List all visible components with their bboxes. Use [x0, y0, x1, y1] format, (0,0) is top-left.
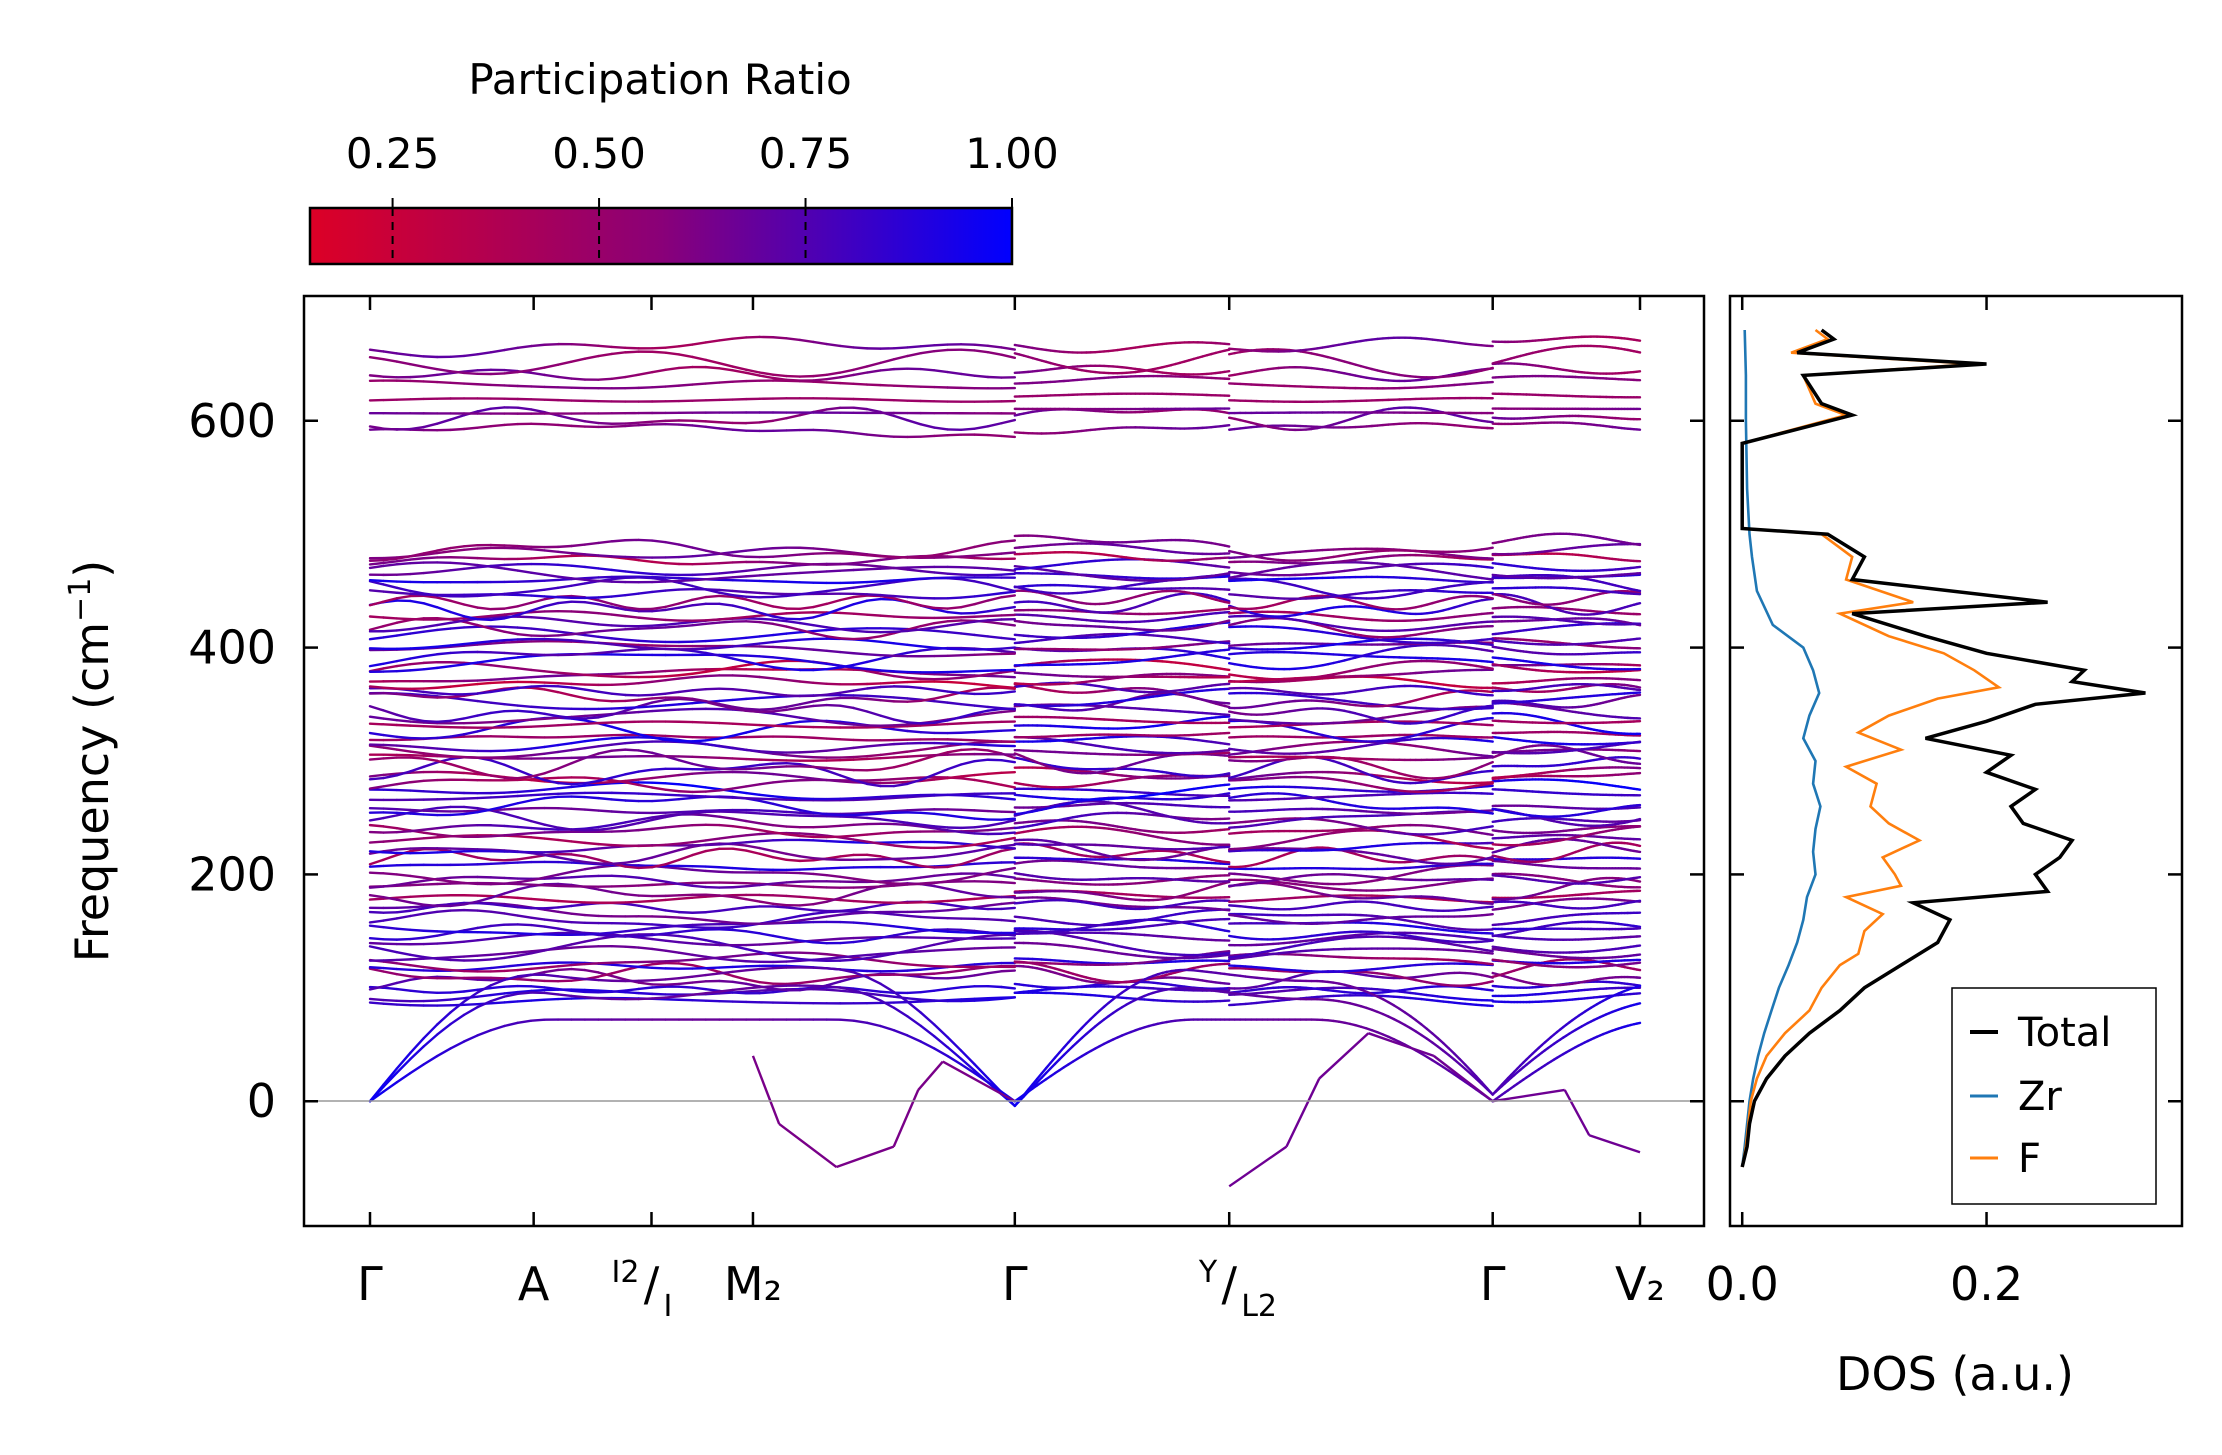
y-tick-label-3: 600: [188, 394, 276, 448]
colorbar-tick-label-3: 1.00: [965, 129, 1059, 178]
colorbar-ticks: 0.25 0.50 0.75 1.00: [346, 129, 1059, 264]
optical-band-59: [368, 589, 1642, 611]
optical-band-62: [368, 572, 1642, 585]
dos-curves: [1740, 328, 2146, 1168]
high-band-4: [368, 374, 1642, 390]
high-band-0: [368, 421, 1642, 439]
band-y-axis: 0 200 400 600: [188, 394, 1704, 1128]
optical-band-2: [368, 980, 1642, 995]
acoustic-band-2: [368, 966, 1642, 1108]
dos-axis: 0.0 0.2: [1706, 296, 2182, 1311]
legend-label-zr: Zr: [2018, 1074, 2062, 1120]
optical-band-6: [368, 950, 1642, 973]
optical-band-63: [368, 561, 1642, 584]
x-tick-label-2-slash: /: [644, 1257, 660, 1311]
optical-band-3: [368, 964, 1642, 992]
dos-line-total: [1740, 328, 2146, 1168]
optical-band-39: [368, 730, 1642, 743]
optical-band-26: [368, 811, 1642, 836]
optical-band-58: [368, 592, 1642, 622]
colorbar-tick-label-1: 0.50: [552, 129, 646, 178]
band-y-label: Frequency (cm−1): [63, 560, 119, 963]
acoustic-band-1: [368, 984, 1642, 1108]
dos-x-tick-label-0: 0.0: [1706, 1257, 1779, 1311]
x-tick-label-1: A: [518, 1257, 550, 1311]
x-tick-label-7: V₂: [1615, 1257, 1665, 1311]
optical-band-9: [368, 931, 1642, 947]
optical-band-41: [368, 715, 1642, 729]
dos-frame: [1728, 294, 2184, 1228]
high-band-7: [368, 335, 1642, 359]
x-tick-label-5-top: Y: [1198, 1255, 1218, 1290]
optical-band-7: [368, 941, 1642, 964]
band-x-axis: Γ A I2/I M₂ Γ Y / L2 Γ V₂: [357, 296, 1665, 1324]
optical-band-53: [368, 632, 1642, 651]
y-tick-label-1: 200: [188, 847, 276, 901]
x-tick-label-5-bottom: L2: [1241, 1289, 1277, 1324]
band-frame: [302, 294, 1706, 1228]
ylabel-close: ): [65, 560, 119, 578]
y-tick-label-0: 0: [247, 1074, 276, 1128]
optical-band-43: [368, 692, 1642, 725]
optical-band-33: [368, 766, 1642, 785]
ylabel-exp: −1: [63, 578, 98, 622]
optical-band-21: [368, 841, 1642, 870]
soft-mode-band: [751, 1032, 1641, 1188]
x-tick-label-6: Γ: [1480, 1257, 1506, 1311]
high-band-2: [368, 407, 1642, 415]
colorbar-label: Participation Ratio: [468, 55, 851, 104]
x-tick-label-0: Γ: [357, 1257, 383, 1311]
colorbar: Participation Ratio 0.25 0.50 0.75 1.00: [308, 55, 1059, 266]
optical-band-67: [368, 532, 1642, 562]
optical-band-25: [368, 819, 1642, 839]
x-tick-label-3: M₂: [724, 1257, 782, 1311]
legend-label-f: F: [2018, 1136, 2041, 1182]
optical-band-38: [368, 735, 1642, 755]
optical-band-18: [368, 871, 1642, 889]
optical-band-27: [368, 800, 1642, 832]
x-tick-label-2-bottom: I: [663, 1289, 672, 1324]
optical-band-45: [368, 683, 1642, 711]
acoustic-band-0: [368, 1018, 1642, 1103]
colorbar-gradient: [308, 206, 1014, 266]
optical-band-50: [368, 648, 1642, 674]
optical-band-57: [368, 605, 1642, 623]
dos-legend: Total Zr F: [1951, 987, 2157, 1205]
optical-band-14: [368, 898, 1642, 914]
ylabel-main: Frequency (cm: [65, 622, 119, 962]
optical-band-55: [368, 616, 1642, 641]
dos-line-zr: [1740, 329, 1822, 1168]
optical-band-13: [368, 896, 1642, 925]
dos-x-label: DOS (a.u.): [1836, 1347, 2074, 1401]
high-band-1: [368, 406, 1642, 432]
x-tick-label-5-slash: /: [1221, 1257, 1237, 1311]
high-band-3: [368, 392, 1642, 403]
dos-x-tick-label-1: 0.2: [1950, 1257, 2023, 1311]
high-band-5: [368, 362, 1642, 383]
x-tick-label-2-top: I2: [612, 1255, 640, 1290]
phonon-bands: [368, 335, 1642, 1188]
y-tick-label-2: 400: [188, 621, 276, 675]
colorbar-tick-label-0: 0.25: [346, 129, 440, 178]
legend-label-total: Total: [2017, 1010, 2111, 1056]
optical-band-42: [368, 701, 1642, 727]
dos-panel: 0.0 0.2 DOS (a.u.) Total Zr F: [1706, 294, 2184, 1401]
x-tick-label-4: Γ: [1002, 1257, 1028, 1311]
high-band-6: [368, 344, 1642, 379]
colorbar-tick-label-2: 0.75: [759, 129, 853, 178]
optical-band-24: [368, 825, 1642, 851]
